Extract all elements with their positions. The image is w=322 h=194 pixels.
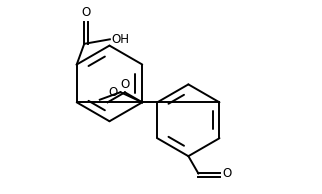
Text: O: O: [120, 78, 129, 91]
Text: OH: OH: [112, 33, 130, 46]
Text: OCH₃: OCH₃: [0, 193, 1, 194]
Text: O: O: [108, 86, 118, 99]
Text: O: O: [223, 167, 232, 180]
Text: OCH₃: OCH₃: [0, 193, 1, 194]
Text: O: O: [81, 6, 90, 19]
